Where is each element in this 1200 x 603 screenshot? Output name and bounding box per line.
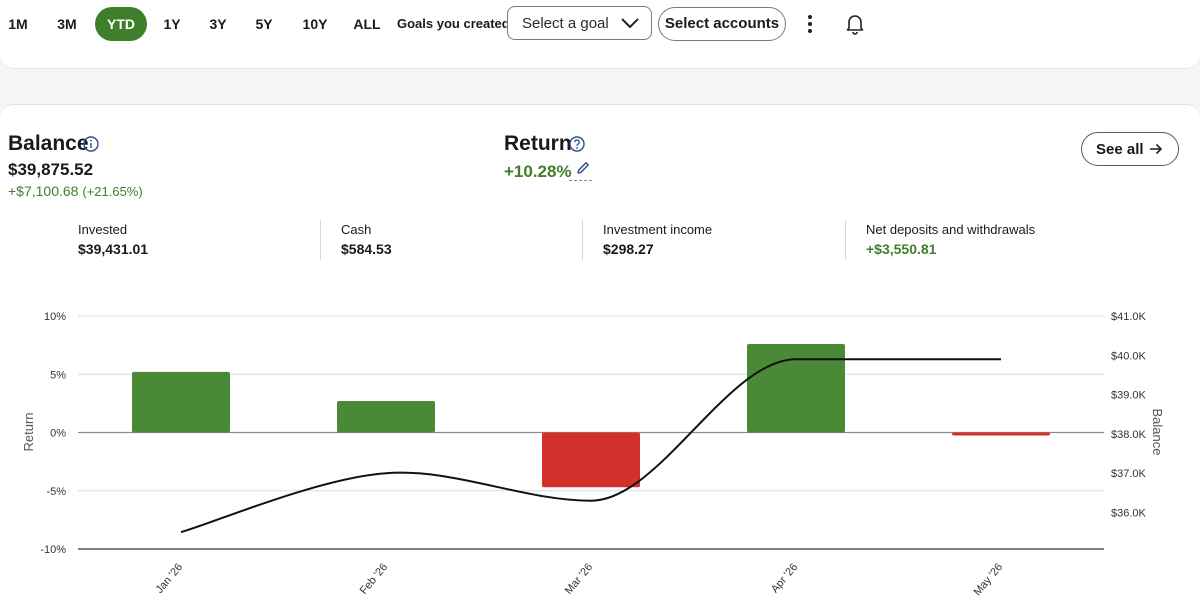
edit-pencil-icon[interactable]: [575, 160, 591, 181]
y-axis-title: Return: [21, 412, 36, 451]
balance-change-amount: +$7,100.68: [8, 183, 79, 199]
stat-value-net-deposits: +$3,550.81: [866, 241, 937, 257]
y2-tick-label: $39.0K: [1111, 390, 1147, 402]
y2-tick-label: $41.0K: [1111, 311, 1147, 323]
range-tab-1m[interactable]: 1M: [8, 16, 28, 32]
balance-change-percent: (+21.65%): [82, 184, 143, 199]
y-tick-label: -5%: [46, 486, 66, 498]
x-tick-label: Jan '26: [154, 561, 186, 596]
x-tick-label: Feb '26: [358, 561, 391, 597]
range-tab-3y[interactable]: 3Y: [209, 16, 227, 32]
balance-line: [180, 358, 1001, 534]
stat-value-cash: $584.53: [341, 241, 392, 257]
bar-return: [132, 371, 230, 433]
bar-return: [747, 343, 845, 433]
y2-tick-label: $40.0K: [1111, 350, 1147, 362]
time-range-toolbar: 1M 3M YTD 1Y 3Y 5Y 10Y ALL Goals you created Se…: [0, 0, 1200, 69]
balance-change: +$7,100.68 (+21.65%): [8, 183, 143, 199]
bar-return: [542, 432, 640, 488]
range-tab-all[interactable]: ALL: [353, 16, 381, 32]
range-tab-1y[interactable]: 1Y: [163, 16, 181, 32]
range-tab-5y[interactable]: 5Y: [255, 16, 273, 32]
return-title: Return: [504, 132, 572, 155]
stat-divider: [845, 220, 846, 260]
stat-label-cash: Cash: [341, 222, 372, 237]
y2-tick-label: $36.0K: [1111, 508, 1147, 520]
x-tick-label: Apr '26: [769, 561, 800, 595]
stat-divider: [582, 220, 583, 260]
bar-return: [952, 432, 1050, 436]
y-tick-label: 5%: [50, 369, 66, 381]
select-accounts-button[interactable]: Select accounts: [658, 7, 786, 41]
see-all-label: See all: [1096, 141, 1144, 158]
notification-bell-icon[interactable]: [845, 13, 865, 40]
stat-divider: [320, 220, 321, 260]
range-tab-10y[interactable]: 10Y: [302, 16, 328, 32]
goal-dropdown-value: Select a goal: [522, 15, 609, 32]
stat-label-invested: Invested: [78, 222, 128, 237]
x-tick-label: May '26: [972, 561, 1006, 598]
x-tick-label: Mar '26: [563, 561, 596, 597]
stat-value-investment-income: $298.27: [603, 241, 654, 257]
y2-tick-label: $38.0K: [1111, 429, 1147, 441]
bar-return: [337, 401, 435, 433]
range-tab-3m[interactable]: 3M: [57, 16, 77, 32]
stat-label-net-deposits: Net deposits and withdrawals: [866, 222, 1036, 237]
performance-card: [0, 104, 1200, 603]
goal-dropdown[interactable]: Select a goal: [507, 6, 652, 40]
y-tick-label: -10%: [40, 544, 66, 556]
return-value: +10.28%: [504, 162, 572, 181]
help-icon[interactable]: [569, 136, 585, 157]
more-options-icon[interactable]: [801, 14, 819, 39]
balance-value: $39,875.52: [8, 160, 94, 179]
balance-title: Balance: [8, 132, 89, 155]
arrow-right-icon: [1150, 143, 1163, 155]
edit-underline: [569, 180, 592, 181]
goals-label: Goals you created: [397, 16, 510, 31]
range-tab-ytd[interactable]: YTD: [95, 7, 147, 41]
y2-axis-title: Balance: [1150, 409, 1165, 456]
stat-value-invested: $39,431.01: [78, 241, 149, 257]
stat-label-investment-income: Investment income: [603, 222, 713, 237]
y-tick-label: 10%: [44, 311, 66, 323]
y2-tick-label: $37.0K: [1111, 468, 1147, 480]
info-icon[interactable]: [83, 136, 99, 157]
chevron-down-icon: [621, 16, 639, 34]
y-tick-label: 0%: [50, 428, 66, 440]
see-all-button[interactable]: See all: [1081, 132, 1179, 166]
